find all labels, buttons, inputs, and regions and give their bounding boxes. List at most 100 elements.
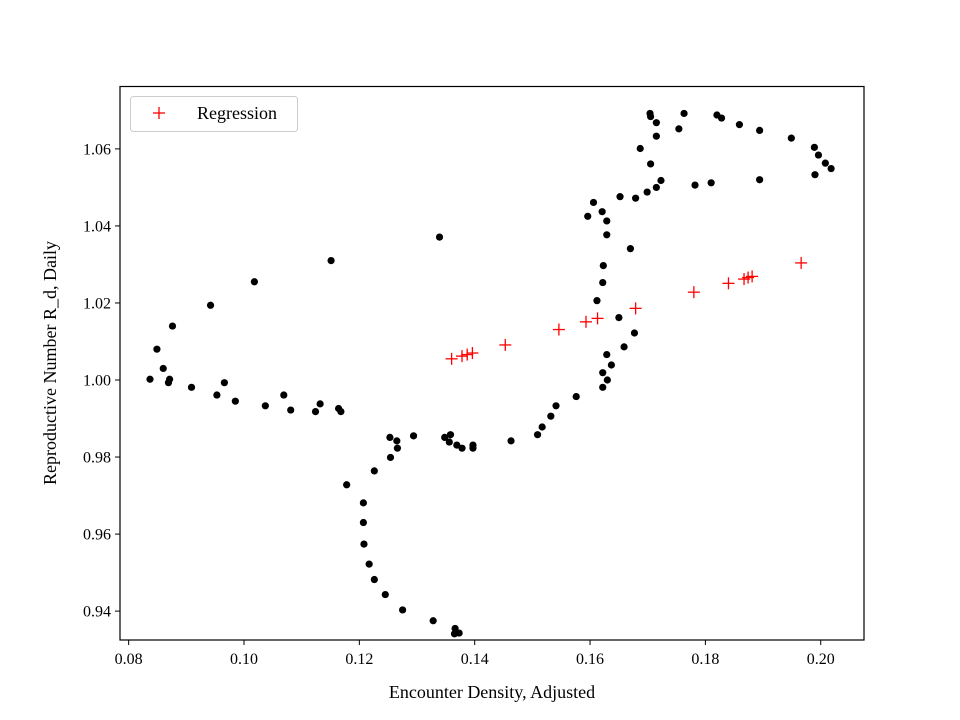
x-tick-label: 0.10 bbox=[230, 651, 258, 668]
data-point bbox=[814, 151, 823, 159]
data-point bbox=[675, 125, 683, 133]
data-point bbox=[316, 400, 324, 408]
data-point bbox=[370, 575, 378, 584]
regression-point bbox=[591, 312, 604, 325]
data-point bbox=[603, 231, 611, 239]
data-point bbox=[359, 499, 367, 507]
data-point bbox=[445, 438, 453, 446]
data-point bbox=[429, 617, 437, 625]
y-tick-label: 0.96 bbox=[83, 527, 111, 544]
data-point bbox=[393, 437, 401, 445]
data-point bbox=[343, 481, 351, 489]
data-point bbox=[187, 383, 196, 391]
data-point bbox=[280, 391, 288, 399]
y-tick-label: 1.00 bbox=[83, 373, 111, 390]
data-point bbox=[647, 112, 655, 121]
data-point bbox=[787, 134, 795, 142]
data-point bbox=[652, 119, 660, 127]
data-point bbox=[435, 233, 444, 241]
data-point bbox=[146, 375, 154, 383]
data-point bbox=[547, 412, 555, 420]
data-point bbox=[626, 245, 635, 253]
data-point bbox=[691, 181, 699, 189]
data-point bbox=[381, 590, 389, 599]
regression-point bbox=[461, 348, 474, 361]
y-axis-label: Reproductive Number R_d, Daily bbox=[40, 241, 60, 485]
data-point bbox=[630, 329, 639, 337]
data-point bbox=[589, 198, 598, 207]
data-point bbox=[261, 402, 269, 410]
regression-point bbox=[795, 256, 808, 269]
data-point bbox=[593, 297, 601, 305]
data-point bbox=[647, 160, 655, 168]
data-point bbox=[756, 176, 764, 184]
data-point bbox=[386, 453, 395, 462]
data-point bbox=[599, 369, 607, 377]
data-point bbox=[827, 164, 835, 173]
data-point bbox=[213, 391, 221, 399]
data-point bbox=[599, 262, 607, 270]
regression-point bbox=[445, 352, 458, 365]
data-point bbox=[168, 322, 177, 330]
y-tick-label: 1.06 bbox=[83, 141, 111, 158]
data-point bbox=[386, 433, 394, 441]
data-point bbox=[327, 257, 335, 265]
data-point bbox=[707, 179, 715, 187]
data-point bbox=[607, 361, 615, 369]
y-axis-ticks: 0.94 0.96 0.98 1.00 1.02 1.04 1.06 bbox=[83, 141, 120, 621]
y-tick-label: 1.02 bbox=[83, 295, 111, 312]
legend-label-regression: Regression bbox=[197, 103, 277, 123]
regression-point bbox=[466, 347, 479, 360]
data-point bbox=[455, 629, 463, 637]
x-tick-label: 0.14 bbox=[461, 651, 489, 668]
legend-box bbox=[130, 96, 298, 132]
data-point bbox=[620, 343, 628, 351]
data-point bbox=[552, 402, 560, 410]
data-point bbox=[603, 217, 611, 225]
data-point bbox=[680, 109, 688, 118]
data-point bbox=[220, 379, 228, 387]
data-point bbox=[206, 301, 215, 309]
data-point bbox=[572, 392, 580, 401]
plot-area-frame bbox=[119, 85, 865, 641]
data-point bbox=[166, 375, 174, 383]
data-point bbox=[393, 444, 402, 452]
data-point bbox=[370, 467, 378, 475]
data-point bbox=[636, 144, 644, 153]
data-point bbox=[756, 126, 764, 135]
regression-point bbox=[580, 315, 593, 328]
data-point bbox=[359, 518, 367, 527]
data-point bbox=[603, 376, 611, 384]
y-tick-label: 1.04 bbox=[83, 218, 111, 235]
y-tick-label: 0.94 bbox=[83, 604, 111, 621]
data-point bbox=[821, 159, 829, 167]
data-point bbox=[717, 114, 726, 122]
data-point bbox=[584, 212, 592, 220]
x-axis-label: Encounter Density, Adjusted bbox=[389, 682, 595, 702]
data-point bbox=[632, 194, 640, 202]
data-point bbox=[360, 540, 368, 548]
data-points bbox=[146, 109, 835, 638]
data-point bbox=[399, 606, 407, 614]
data-point bbox=[451, 624, 459, 633]
x-tick-label: 0.08 bbox=[115, 651, 143, 668]
y-tick-label: 0.98 bbox=[83, 450, 111, 467]
x-tick-label: 0.16 bbox=[576, 651, 604, 668]
regression-point bbox=[629, 302, 642, 315]
x-tick-label: 0.20 bbox=[807, 651, 835, 668]
data-point bbox=[811, 171, 819, 179]
data-point bbox=[446, 431, 455, 439]
data-point bbox=[603, 350, 611, 359]
data-point bbox=[507, 437, 515, 445]
data-point bbox=[250, 278, 258, 286]
regression-point bbox=[499, 338, 512, 351]
data-point bbox=[616, 193, 624, 201]
data-point bbox=[153, 345, 161, 353]
data-point bbox=[643, 188, 651, 196]
data-point bbox=[287, 406, 295, 414]
data-point bbox=[598, 208, 606, 216]
data-point bbox=[365, 560, 373, 568]
data-point bbox=[652, 132, 660, 140]
regression-point bbox=[456, 350, 469, 363]
